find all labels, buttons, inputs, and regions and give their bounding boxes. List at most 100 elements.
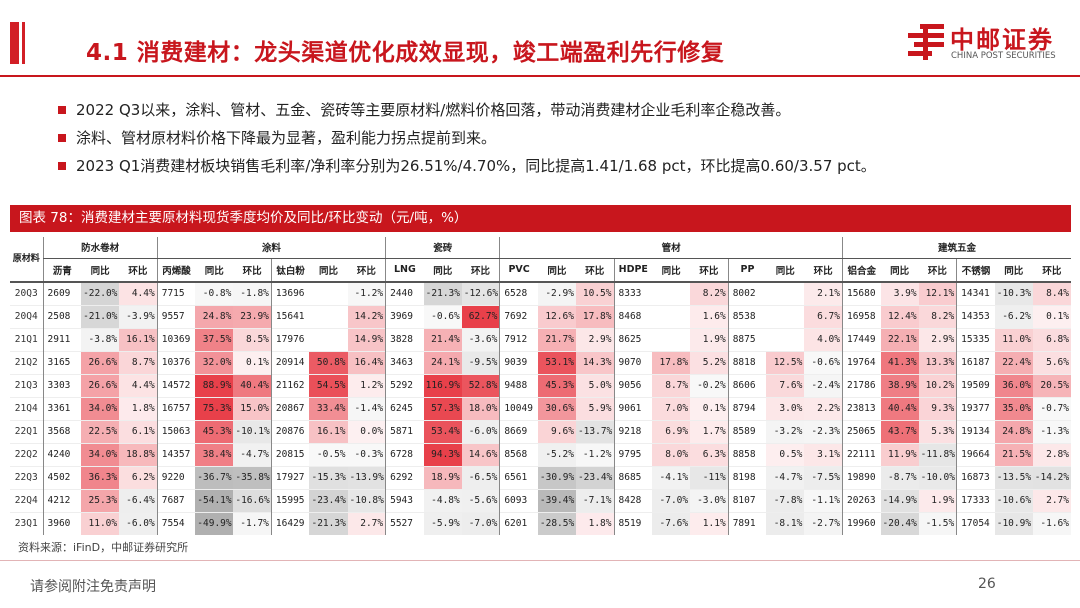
change-cell: 17.8%	[575, 305, 614, 328]
change-cell: 14.6%	[461, 443, 500, 466]
change-cell: 5.9%	[575, 397, 614, 420]
logo-text-en: CHINA POST SECURITIES	[951, 51, 1056, 61]
quarter-label: 23Q1	[14, 518, 38, 530]
change-cell: -4.1%	[652, 466, 691, 489]
change-cell: 34.0%	[81, 443, 120, 466]
change-cell: 1.7%	[690, 420, 729, 443]
change-cell: 35.0%	[994, 397, 1033, 420]
bullet-list: 2022 Q3以来，涂料、管材、五金、瓷砖等主要原材料/燃料价格回落，带动消费建…	[58, 96, 1058, 180]
change-cell: 1.8%	[575, 512, 614, 535]
change-cell: -0.8%	[195, 282, 234, 305]
price-table-panel: 图表 78：消费建材主要原材料现货季度均价及同比/环比变动（元/吨，%） 原材料…	[10, 205, 1071, 535]
price-cell: 19134	[956, 420, 995, 443]
price-cell: 4502	[42, 466, 82, 489]
price-cell: 8002	[727, 282, 767, 305]
disclaimer-text: 请参阅附注免责声明	[30, 579, 156, 595]
change-cell: -1.2%	[575, 443, 614, 466]
change-cell: 6.3%	[690, 443, 729, 466]
price-cell: 8685	[613, 466, 653, 489]
price-cell: 20876	[270, 420, 310, 443]
column-header: 同比	[547, 265, 567, 277]
price-cell: 19890	[841, 466, 881, 489]
change-cell: -11%	[690, 466, 729, 489]
change-cell: 8.2%	[918, 305, 957, 328]
change-cell: 26.6%	[81, 374, 120, 397]
change-cell: -0.6%	[804, 351, 843, 374]
change-cell: -11.8%	[918, 443, 957, 466]
logo-text-cn: 中邮证券	[950, 26, 1054, 54]
price-cell: 19664	[956, 443, 995, 466]
header-accent-bar-thin	[22, 22, 25, 64]
change-cell: 18.9%	[423, 466, 462, 489]
price-cell: 9070	[613, 351, 653, 374]
change-cell: 38.9%	[880, 374, 919, 397]
change-cell: 40.4%	[880, 397, 919, 420]
quarter-label: 21Q2	[14, 357, 38, 368]
price-cell: 6201	[499, 512, 538, 535]
change-cell	[652, 305, 690, 328]
change-cell: 3.0%	[766, 397, 805, 420]
change-cell: 2.9%	[575, 328, 614, 351]
column-header: 环比	[242, 265, 262, 277]
price-cell: 4240	[42, 443, 82, 466]
change-cell: -0.6%	[423, 305, 462, 328]
price-cell: 21162	[270, 374, 310, 397]
price-cell: 17333	[956, 489, 995, 512]
change-cell: 3.9%	[880, 282, 919, 305]
change-cell: -10.9%	[994, 512, 1033, 535]
column-header: 同比	[1004, 265, 1024, 277]
price-cell: 3165	[42, 351, 82, 374]
price-cell: 9557	[156, 305, 196, 328]
change-cell: 11.0%	[994, 328, 1033, 351]
title-divider	[0, 75, 1080, 77]
price-cell: 16757	[156, 397, 196, 420]
change-cell: -10.1%	[233, 420, 272, 443]
change-cell: -1.4%	[347, 397, 386, 420]
group-header: 防水卷材	[42, 237, 158, 259]
change-cell: 8.2%	[690, 282, 729, 305]
price-cell: 15680	[841, 282, 881, 305]
change-cell: 2.7%	[1032, 489, 1071, 512]
price-cell: 5871	[385, 420, 424, 443]
price-cell: 8606	[727, 374, 767, 397]
price-cell: 22111	[841, 443, 881, 466]
table-row: 20Q4 2508 -21.0% -3.9% 9557 24.8% 23.9% 15641 14…	[10, 305, 1071, 328]
column-header: 丙烯酸	[156, 258, 196, 282]
price-cell: 2508	[42, 305, 82, 328]
column-header: 同比	[775, 265, 795, 277]
page-number: 26	[978, 576, 996, 592]
change-cell: -15.3%	[309, 466, 348, 489]
change-cell: -2.7%	[804, 512, 843, 535]
change-cell: -5.6%	[461, 489, 500, 512]
bullet-item: 涂料、管材原材料价格下降最为显著，盈利能力拐点提前到来。	[58, 124, 1058, 152]
column-header: 同比	[204, 265, 224, 277]
change-cell: 12.6%	[537, 305, 576, 328]
price-cell: 17449	[841, 328, 881, 351]
price-cell: 13696	[270, 282, 310, 305]
change-cell: -1.8%	[233, 282, 272, 305]
change-cell: 18.0%	[461, 397, 500, 420]
change-cell: 0.1%	[690, 397, 729, 420]
group-header: 涂料	[156, 237, 386, 259]
change-cell: -12.6%	[461, 282, 500, 305]
price-cell: 23813	[841, 397, 881, 420]
price-cell: 6728	[385, 443, 424, 466]
change-cell: -9.5%	[461, 351, 500, 374]
change-cell: 16.1%	[309, 420, 348, 443]
change-cell: -8.7%	[880, 466, 919, 489]
change-cell: 37.5%	[195, 328, 234, 351]
column-header: 环比	[356, 265, 376, 277]
price-cell: 8333	[613, 282, 653, 305]
change-cell: 21.4%	[423, 328, 462, 351]
table-row: 22Q4 4212 25.3% -6.4% 7687 -54.1% -16.6% 15995-…	[10, 489, 1071, 512]
change-cell	[766, 282, 804, 305]
bullet-item: 2023 Q1消费建材板块销售毛利率/净利率分别为26.51%/4.70%，同比…	[58, 152, 1058, 180]
change-cell: -5.9%	[423, 512, 462, 535]
column-header: 环比	[1042, 265, 1062, 277]
change-cell: -8.1%	[766, 512, 805, 535]
change-cell: -3.9%	[119, 305, 158, 328]
column-header: 沥青	[42, 258, 82, 282]
price-cell: 15335	[956, 328, 995, 351]
price-cell: 3969	[385, 305, 424, 328]
quarter-label: 22Q1	[14, 426, 38, 437]
